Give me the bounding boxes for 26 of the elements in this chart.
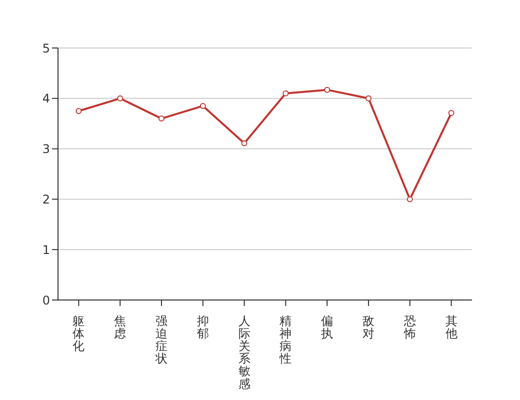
point [282, 90, 289, 96]
y-tick-label: 1 [42, 242, 50, 257]
x-tick-label: 焦虑 [114, 314, 126, 340]
point [448, 110, 454, 116]
x-tick-label: 敌对 [362, 314, 374, 340]
point [406, 196, 413, 202]
x-tick-label: 恐怖 [402, 314, 416, 340]
y-tick-label: 5 [42, 41, 50, 56]
point [158, 116, 164, 122]
point [366, 95, 372, 102]
y-tick-label: 3 [42, 142, 50, 156]
y-tick-label: 2 [42, 192, 50, 206]
point [241, 140, 248, 146]
x-tick-label: 偏执 [321, 314, 334, 340]
x-tick-label: 躯体化 [72, 314, 85, 353]
x-tick-label: 人际关系敏感 [238, 314, 250, 391]
point [200, 102, 206, 109]
x-tick-label: 其他 [445, 314, 458, 340]
point [324, 86, 330, 93]
y-tick-label: 4 [42, 92, 50, 106]
y-tick-label: 0 [42, 293, 50, 308]
x-tick-label: 精神病性 [278, 314, 292, 366]
point [117, 95, 124, 102]
point [76, 108, 82, 114]
x-tick-label: 强迫症状 [154, 314, 168, 366]
x-tick-label: 抑郁 [196, 314, 209, 340]
